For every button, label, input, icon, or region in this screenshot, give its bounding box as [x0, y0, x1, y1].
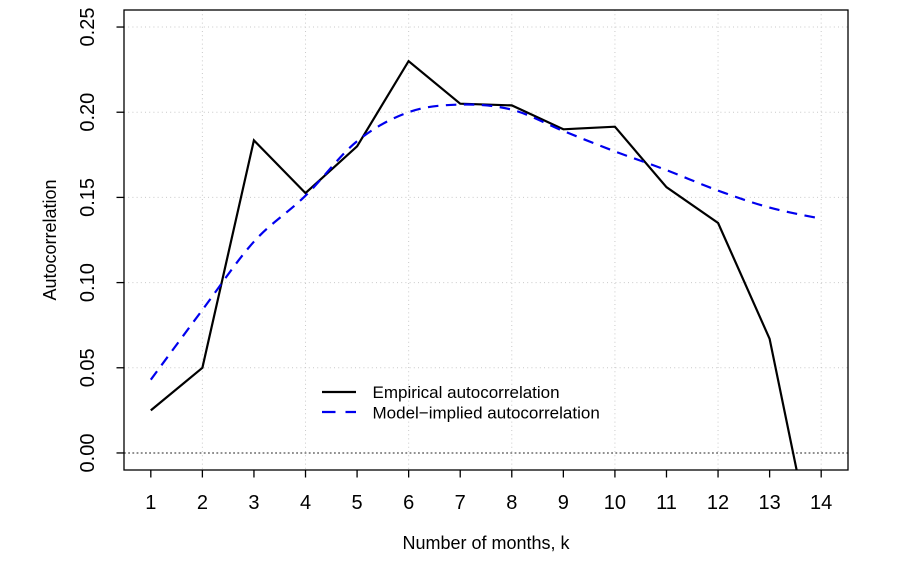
x-axis: 1 2 3 4 5 6 7 8 9 10 11 12 13 14 [145, 470, 832, 514]
y-tick-label: 0.00 [77, 434, 99, 473]
y-tick-label: 0.15 [77, 178, 99, 217]
series-lines [149, 59, 822, 470]
x-tick-label: 5 [352, 492, 363, 514]
x-tick-label: 12 [707, 492, 729, 514]
x-tick-label: 8 [506, 492, 517, 514]
x-tick-label: 2 [197, 492, 208, 514]
y-axis-title: Autocorrelation [40, 179, 60, 300]
x-tick-label: 7 [455, 492, 466, 514]
legend-label-empirical: Empirical autocorrelation [373, 383, 560, 402]
y-tick-label: 0.05 [77, 348, 99, 387]
x-tick-label: 1 [145, 492, 156, 514]
legend-label-model-implied: Model−implied autocorrelation [373, 404, 600, 423]
model-implied-line [149, 103, 822, 381]
x-tick-label: 14 [810, 492, 832, 514]
plot-border [123, 9, 849, 471]
x-tick-label: 4 [300, 492, 311, 514]
y-axis: 0.00 0.05 0.10 0.15 0.20 0.25 [77, 8, 124, 473]
empirical-line [150, 59, 798, 470]
x-tick-label: 9 [558, 492, 569, 514]
x-tick-label: 6 [403, 492, 414, 514]
x-tick-label: 10 [604, 492, 626, 514]
x-tick-label: 13 [758, 492, 780, 514]
legend: Empirical autocorrelation Model−implied … [322, 383, 600, 423]
x-tick-label: 3 [248, 492, 259, 514]
y-tick-label: 0.20 [77, 93, 99, 132]
x-axis-title: Number of months, k [402, 533, 570, 553]
y-tick-label: 0.25 [77, 8, 99, 47]
y-tick-label: 0.10 [77, 263, 99, 302]
x-tick-label: 11 [656, 492, 677, 514]
